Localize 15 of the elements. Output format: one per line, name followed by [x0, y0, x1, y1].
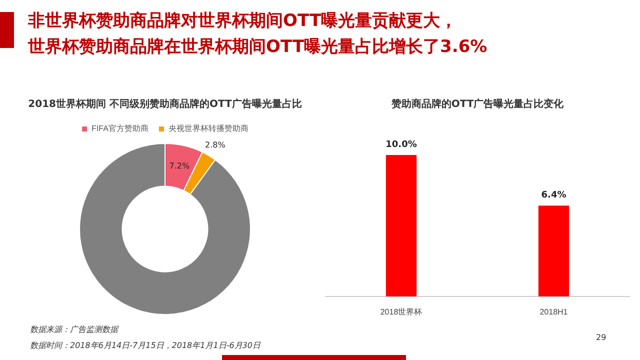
- legend-label: FIFA官方赞助商: [92, 124, 148, 134]
- source-note: 数据来源：广告监测数据: [30, 324, 120, 336]
- text: 世界杯赞助商品牌在世界杯期间OTT曝光量占比增长了3.6%: [28, 36, 488, 59]
- text: 非世界杯赞助商品牌对世界杯期间OTT曝光量贡献更大，: [28, 10, 458, 33]
- data-label: 10.0%: [386, 140, 417, 150]
- text: 数据时间：2018年6月14日-7月15日，2018年1月1日-6月30日: [30, 340, 260, 352]
- data-label: 7.2%: [169, 162, 190, 171]
- chart-title: 赞助商品牌的OTT广告曝光量占比变化: [390, 97, 565, 112]
- text: 29: [596, 333, 606, 342]
- x-tick-label: 2018世界杯: [380, 307, 422, 316]
- legend-label: 央视世界杯转播赞助商: [168, 124, 248, 134]
- data-label: 2.8%: [204, 140, 226, 150]
- chart-title: 2018世界杯期间 不同级别赞助商品牌的OTT广告曝光量占比: [27, 97, 303, 112]
- x-tick-label: 2018H1: [540, 307, 568, 316]
- data-label: 6.4%: [541, 190, 566, 201]
